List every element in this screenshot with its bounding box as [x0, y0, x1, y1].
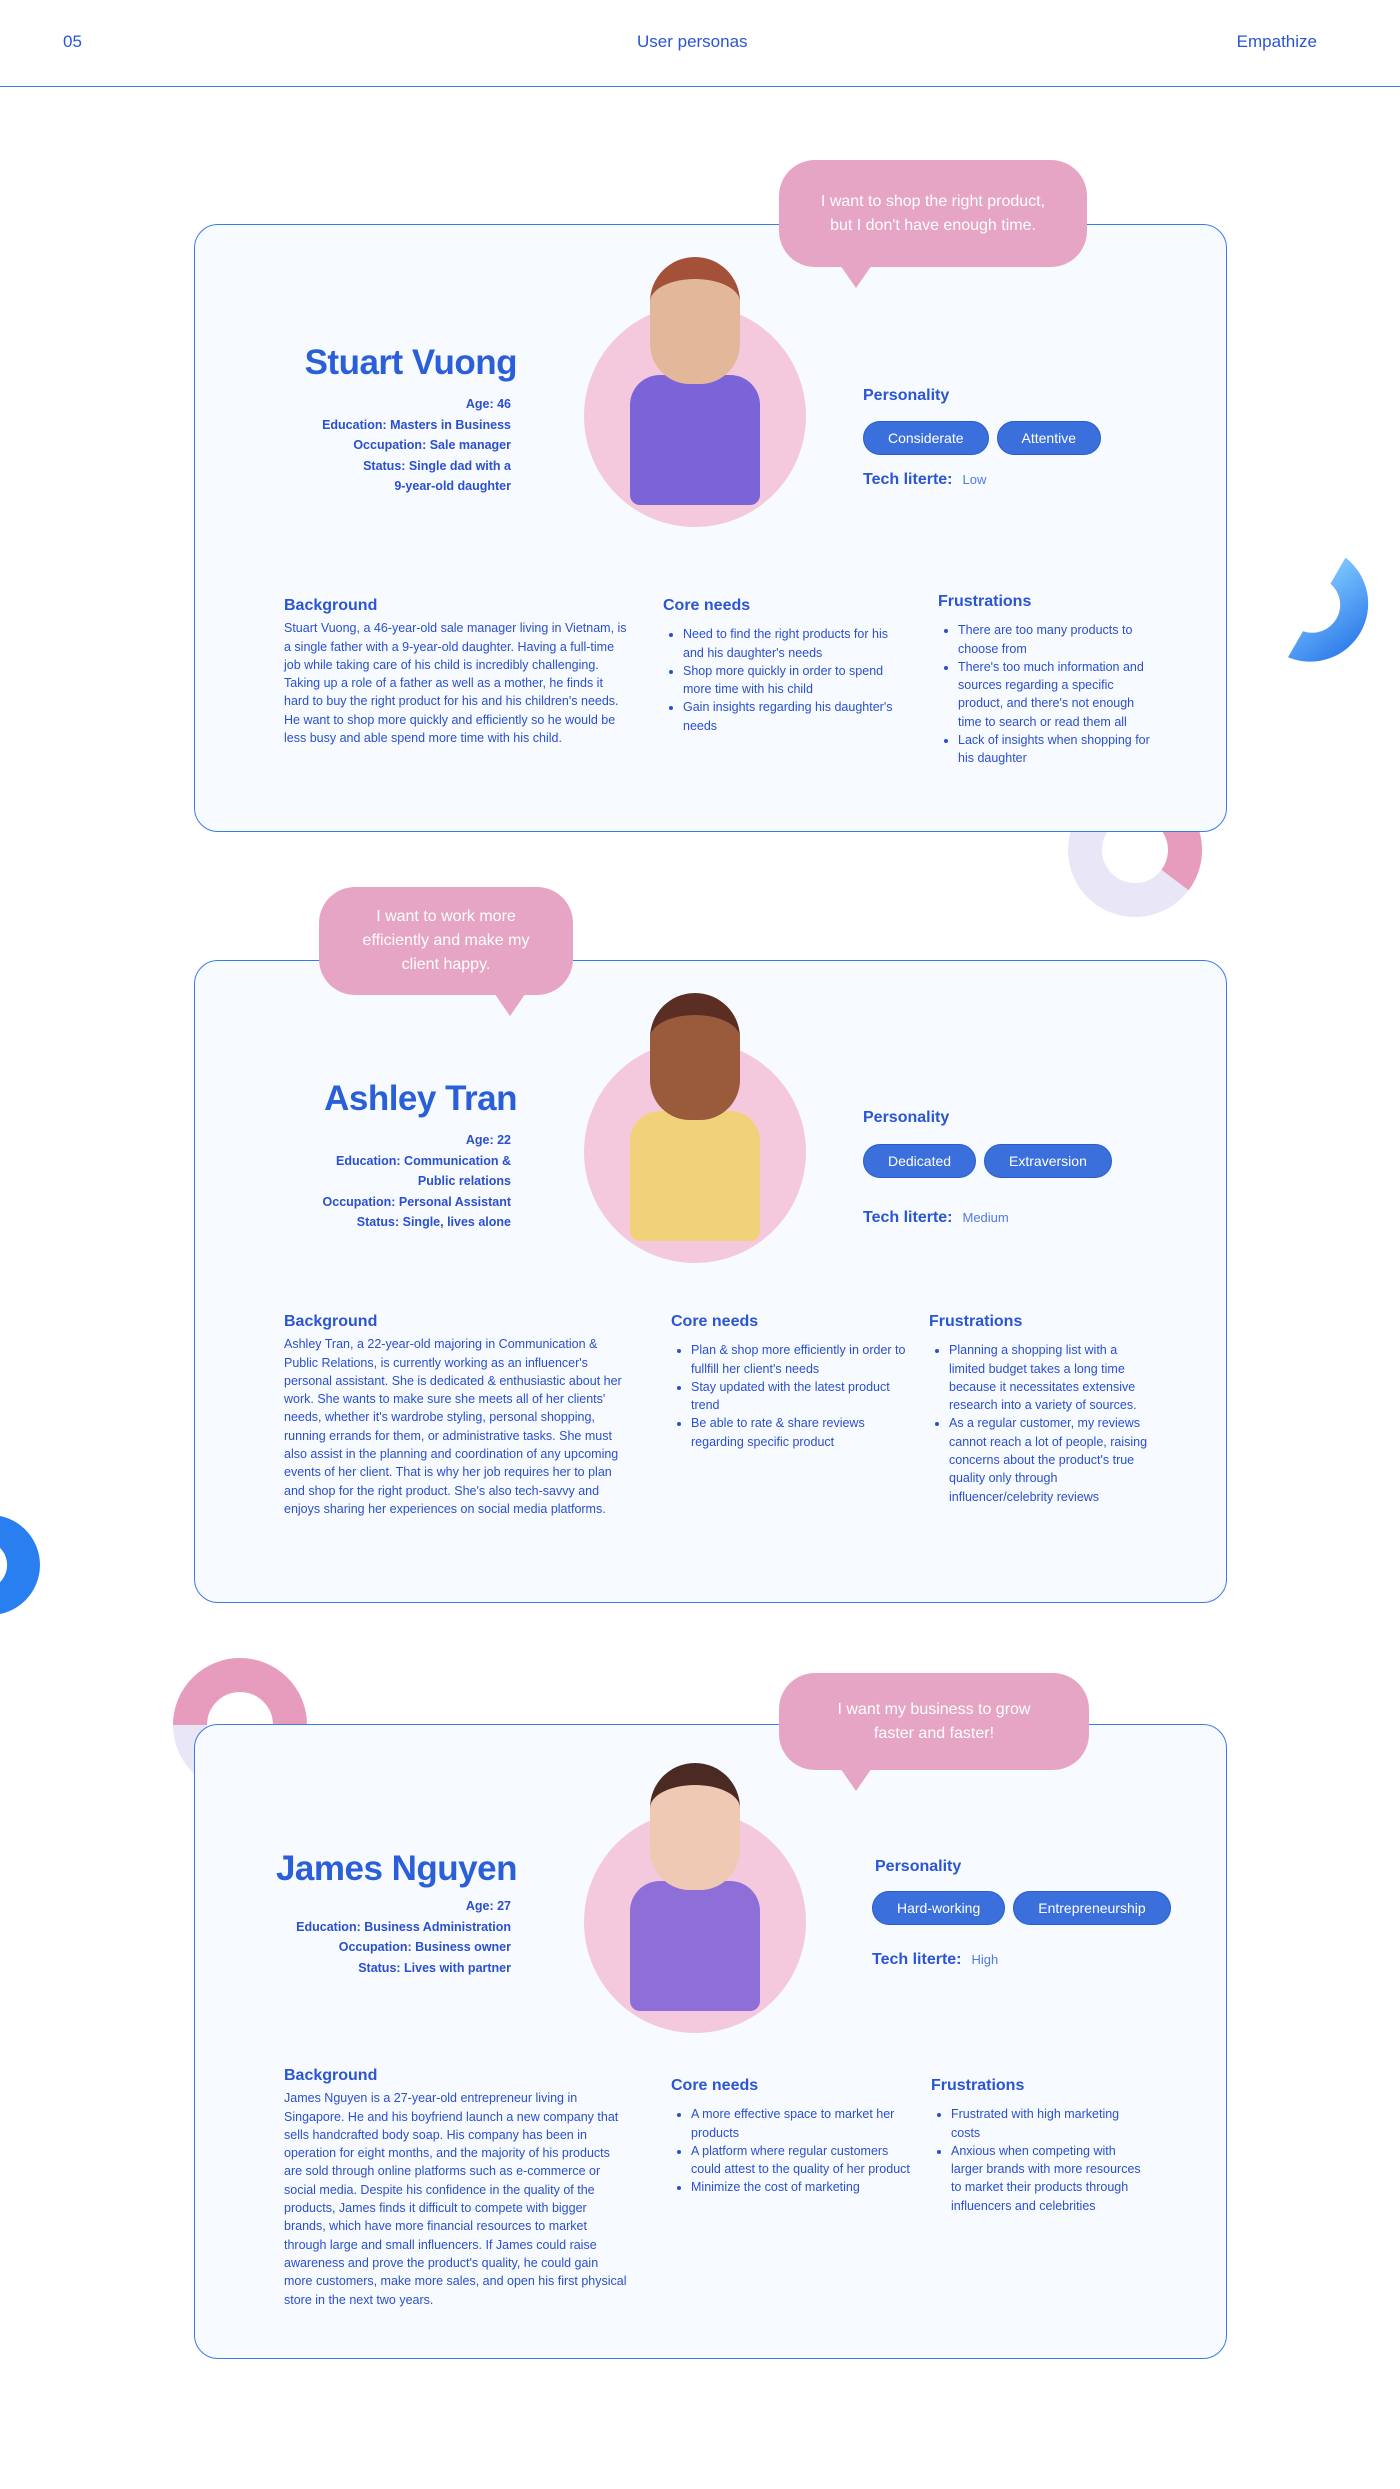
- frustration-item: There's too much information and sources…: [958, 658, 1158, 731]
- core-needs-heading: Core needs: [663, 597, 751, 614]
- background-text: Ashley Tran, a 22-year-old majoring in C…: [284, 1337, 622, 1516]
- tech-value: Medium: [962, 1210, 1009, 1225]
- persona-detail-line: Occupation: Personal Assistant: [322, 1194, 511, 1209]
- personality-tag: Attentive: [996, 421, 1101, 455]
- frustration-item: Planning a shopping list with a limited …: [949, 1341, 1149, 1414]
- frustration-item: Lack of insights when shopping for his d…: [958, 731, 1158, 768]
- tech-value: Low: [962, 472, 987, 487]
- persona-details: Age: 46 Education: Masters in Business Occ…: [195, 394, 511, 497]
- persona-detail-line: Education: Communication &: [336, 1153, 511, 1168]
- persona-detail-line: Status: Single, lives alone: [356, 1215, 511, 1230]
- avatar-body: [630, 375, 760, 505]
- persona-name: Ashley Tran: [324, 1079, 517, 1118]
- tech-literacy: Tech literte: Low: [863, 471, 986, 489]
- persona-name: Stuart Vuong: [304, 343, 518, 382]
- core-needs-section: Core needs A more effective space to mark…: [671, 2077, 911, 2197]
- background-section: Background Ashley Tran, a 22-year-old maj…: [284, 1313, 629, 1518]
- avatar-body: [630, 1881, 760, 2011]
- blue-half-ring-decoration-left: [0, 1516, 40, 1614]
- frustrations-heading: Frustrations: [938, 593, 1032, 610]
- persona-avatar: [584, 993, 806, 1263]
- persona-detail-line: Age: 22: [465, 1133, 511, 1147]
- quote-bubble: I want to shop the right product, but I …: [779, 160, 1087, 267]
- tech-label: Tech literte:: [863, 471, 953, 488]
- core-need-item: A more effective space to market her pro…: [691, 2105, 911, 2142]
- frustration-item: As a regular customer, my reviews cannot…: [949, 1414, 1149, 1505]
- avatar-head: [650, 993, 740, 1120]
- core-need-item: Stay updated with the latest product tre…: [691, 1378, 911, 1415]
- background-heading: Background: [284, 597, 378, 614]
- tech-literacy: Tech literte: High: [872, 1951, 998, 1969]
- tech-literacy: Tech literte: Medium: [863, 1209, 1009, 1227]
- frustrations-heading: Frustrations: [929, 1313, 1023, 1330]
- personality-tag: Considerate: [863, 421, 989, 455]
- persona-detail-line: Occupation: Sale manager: [353, 438, 511, 453]
- personality-tag: Entrepreneurship: [1013, 1891, 1171, 1925]
- persona-detail-line: Age: 27: [465, 1899, 511, 1913]
- blue-half-ring-decoration: [1288, 557, 1369, 662]
- core-need-item: Gain insights regarding his daughter's n…: [683, 698, 903, 735]
- persona-detail-line: Education: Business Administration: [296, 1919, 511, 1934]
- core-need-item: A platform where regular customers could…: [691, 2142, 911, 2179]
- page-title: User personas: [637, 32, 748, 51]
- background-section: Background James Nguyen is a 27-year-old …: [284, 2067, 629, 2309]
- frustrations-section: Frustrations There are too many products …: [938, 593, 1158, 768]
- background-heading: Background: [284, 2067, 378, 2084]
- core-need-item: Be able to rate & share reviews regardin…: [691, 1414, 911, 1451]
- persona-detail-line: Status: Single dad with a: [363, 458, 511, 473]
- frustration-item: Anxious when competing with larger brand…: [951, 2142, 1151, 2215]
- persona-card: Ashley Tran Age: 22 Education: Communicati…: [194, 960, 1227, 1603]
- core-need-item: Plan & shop more efficiently in order to…: [691, 1341, 911, 1378]
- persona-detail-line: Status: Lives with partner: [358, 1960, 511, 1975]
- personality-tag: Hard-working: [872, 1891, 1006, 1925]
- tech-value: High: [971, 1952, 999, 1967]
- background-text: Stuart Vuong, a 46-year-old sale manager…: [284, 621, 627, 746]
- personality-tag: Extraversion: [984, 1144, 1112, 1178]
- avatar-head: [650, 1763, 740, 1890]
- tech-label: Tech literte:: [863, 1209, 953, 1226]
- frustrations-heading: Frustrations: [931, 2077, 1025, 2094]
- persona-card: James Nguyen Age: 27 Education: Business A…: [194, 1724, 1227, 2359]
- personality-tags: Hard-working Entrepreneurship: [872, 1891, 1171, 1925]
- avatar-body: [630, 1111, 760, 1241]
- quote-bubble: I want to work more efficiently and make…: [319, 887, 573, 995]
- background-section: Background Stuart Vuong, a 46-year-old sa…: [284, 597, 629, 747]
- persona-card: Stuart Vuong Age: 46 Education: Masters in…: [194, 224, 1227, 832]
- core-needs-heading: Core needs: [671, 2077, 759, 2094]
- page-number: 05: [63, 32, 82, 51]
- persona-details: Age: 27 Education: Business Administratio…: [195, 1896, 511, 1978]
- quote-bubble: I want my business to grow faster and fa…: [779, 1673, 1089, 1770]
- core-needs-section: Core needs Need to find the right product…: [663, 597, 903, 735]
- background-text: James Nguyen is a 27-year-old entreprene…: [284, 2091, 627, 2307]
- core-need-item: Need to find the right products for his …: [683, 625, 903, 662]
- frustration-item: There are too many products to choose fr…: [958, 621, 1158, 658]
- persona-name: James Nguyen: [275, 1849, 518, 1888]
- personality-tags: Considerate Attentive: [863, 421, 1101, 455]
- persona-detail-line: Public relations: [417, 1174, 511, 1189]
- personality-label: Personality: [863, 1109, 950, 1126]
- persona-detail-line: Age: 46: [465, 397, 511, 411]
- core-need-item: Shop more quickly in order to spend more…: [683, 662, 903, 699]
- header-divider: [0, 86, 1400, 87]
- personality-tag: Dedicated: [863, 1144, 977, 1178]
- tech-label: Tech literte:: [872, 1951, 962, 1968]
- background-heading: Background: [284, 1313, 378, 1330]
- personality-label: Personality: [875, 1858, 962, 1875]
- persona-detail-line: Occupation: Business owner: [338, 1940, 511, 1955]
- frustrations-section: Frustrations Frustrated with high marketi…: [931, 2077, 1151, 2215]
- persona-detail-line: 9-year-old daughter: [394, 479, 511, 494]
- frustration-item: Frustrated with high marketing costs: [951, 2105, 1151, 2142]
- core-needs-heading: Core needs: [671, 1313, 759, 1330]
- frustrations-section: Frustrations Planning a shopping list wit…: [929, 1313, 1149, 1506]
- avatar-head: [650, 257, 740, 384]
- core-need-item: Minimize the cost of marketing: [691, 2178, 911, 2196]
- core-needs-section: Core needs Plan & shop more efficiently i…: [671, 1313, 911, 1451]
- personality-tags: Dedicated Extraversion: [863, 1144, 1112, 1178]
- section-label: Empathize: [1236, 32, 1317, 51]
- persona-detail-line: Education: Masters in Business: [322, 417, 511, 432]
- personality-label: Personality: [863, 387, 950, 404]
- persona-details: Age: 22 Education: Communication & Public …: [195, 1130, 511, 1233]
- persona-avatar: [584, 1763, 806, 2033]
- persona-avatar: [584, 257, 806, 527]
